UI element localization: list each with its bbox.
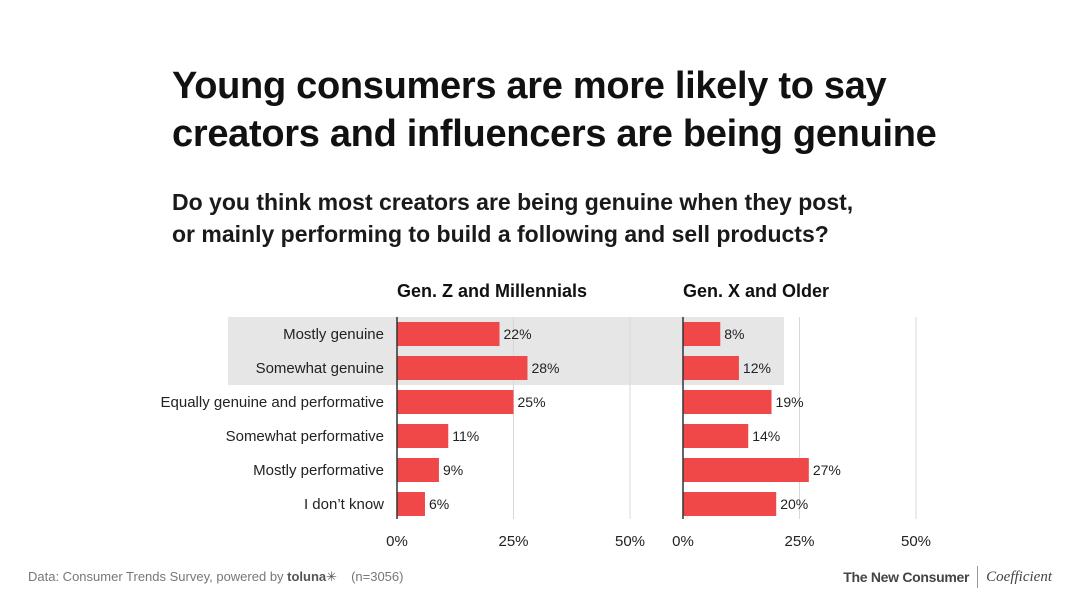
tick-label-gen-x-and-older-25: 25%	[784, 533, 814, 550]
bar-gen-z-and-millennials-somewhat-performative	[397, 424, 449, 448]
bar-gen-z-and-millennials-i-don-t-know	[397, 492, 425, 516]
chart-title: Young consumers are more likely to say c…	[172, 62, 1052, 158]
source-brand: toluna	[287, 569, 327, 584]
data-label-gen-z-and-millennials-somewhat-genuine: 28%	[531, 360, 559, 376]
data-label-gen-z-and-millennials-equally-genuine-and-performative: 25%	[518, 394, 546, 410]
footer-logos: The New Consumer Coefficient	[843, 566, 1052, 588]
data-label-gen-x-and-older-mostly-genuine: 8%	[724, 326, 744, 342]
chart-subtitle-line-1: Do you think most creators are being gen…	[172, 189, 854, 215]
data-label-gen-z-and-millennials-somewhat-performative: 11%	[452, 428, 479, 444]
data-label-gen-x-and-older-equally-genuine-and-performative: 19%	[776, 394, 804, 410]
the-new-consumer-logo: The New Consumer	[843, 569, 970, 585]
tick-label-gen-z-and-millennials-0: 0%	[386, 533, 408, 550]
data-label-gen-x-and-older-mostly-performative: 27%	[813, 462, 841, 478]
category-label-equally-genuine-and-performative: Equally genuine and performative	[161, 394, 384, 411]
category-label-somewhat-genuine: Somewhat genuine	[256, 360, 384, 377]
bar-gen-x-and-older-somewhat-performative	[683, 424, 749, 448]
bar-gen-z-and-millennials-mostly-performative	[397, 458, 439, 482]
bar-gen-x-and-older-equally-genuine-and-performative	[683, 390, 772, 414]
bar-gen-z-and-millennials-equally-genuine-and-performative	[397, 390, 514, 414]
toluna-logo-icon: ✳	[326, 569, 338, 584]
chart-subtitle-line-2: or mainly performing to build a followin…	[172, 221, 829, 247]
category-label-somewhat-performative: Somewhat performative	[226, 428, 384, 445]
sample-size: (n=3056)	[351, 569, 404, 584]
data-label-gen-x-and-older-somewhat-performative: 14%	[752, 428, 780, 444]
chart-subtitle: Do you think most creators are being gen…	[172, 186, 1052, 250]
data-label-gen-x-and-older-i-don-t-know: 20%	[780, 496, 808, 512]
source-prefix: Data: Consumer Trends Survey, powered by	[28, 569, 288, 584]
chart-title-line-1: Young consumers are more likely to say	[172, 65, 887, 107]
category-label-mostly-genuine: Mostly genuine	[283, 326, 384, 343]
tick-label-gen-x-and-older-50: 50%	[901, 533, 931, 550]
tick-label-gen-x-and-older-0: 0%	[672, 533, 694, 550]
chart-title-line-2: creators and influencers are being genui…	[172, 113, 937, 155]
coefficient-logo: Coefficient	[986, 568, 1052, 585]
data-source-note: Data: Consumer Trends Survey, powered by…	[28, 569, 403, 585]
logo-divider	[977, 566, 979, 588]
series-title-gen-z-and-millennials: Gen. Z and Millennials	[397, 281, 587, 301]
series-title-gen-x-and-older: Gen. X and Older	[683, 281, 829, 301]
bar-gen-x-and-older-mostly-genuine	[683, 322, 721, 346]
bar-gen-x-and-older-somewhat-genuine	[683, 356, 739, 380]
bar-gen-z-and-millennials-somewhat-genuine	[397, 356, 528, 380]
category-label-mostly-performative: Mostly performative	[253, 462, 384, 479]
data-label-gen-z-and-millennials-mostly-performative: 9%	[443, 462, 463, 478]
data-label-gen-x-and-older-somewhat-genuine: 12%	[743, 360, 771, 376]
bar-gen-x-and-older-mostly-performative	[683, 458, 809, 482]
category-label-i-don-t-know: I don’t know	[304, 496, 384, 513]
tick-label-gen-z-and-millennials-50: 50%	[615, 533, 645, 550]
data-label-gen-z-and-millennials-i-don-t-know: 6%	[429, 496, 449, 512]
bar-gen-x-and-older-i-don-t-know	[683, 492, 777, 516]
bar-gen-z-and-millennials-mostly-genuine	[397, 322, 500, 346]
tick-label-gen-z-and-millennials-25: 25%	[498, 533, 528, 550]
data-label-gen-z-and-millennials-mostly-genuine: 22%	[504, 326, 532, 342]
